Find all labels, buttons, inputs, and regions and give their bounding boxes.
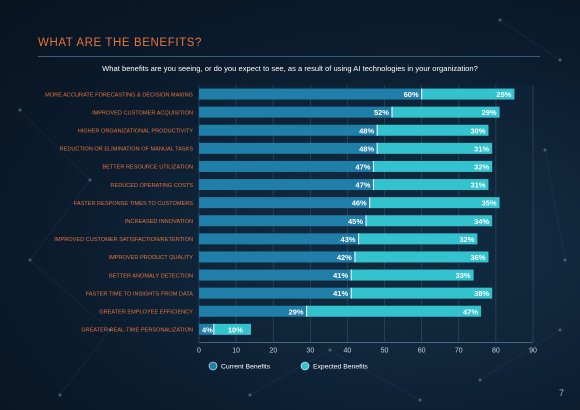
bar-expected bbox=[351, 269, 474, 281]
bar-current bbox=[199, 287, 352, 299]
legend-swatch-current bbox=[208, 361, 218, 371]
data-label-expected: 31% bbox=[470, 181, 485, 190]
category-label: BETTER RESOURCE UTILIZATION bbox=[102, 165, 193, 171]
legend-swatch-expected bbox=[300, 361, 310, 371]
x-tick-label: 80 bbox=[492, 347, 500, 354]
x-tick-label: 10 bbox=[232, 347, 240, 354]
bar-current bbox=[199, 124, 378, 136]
title-divider bbox=[38, 56, 540, 57]
data-label-expected: 29% bbox=[482, 108, 497, 117]
data-label-current: 60% bbox=[404, 90, 419, 99]
bar-current bbox=[199, 197, 370, 209]
data-label-current: 47% bbox=[355, 181, 370, 190]
bar-expected bbox=[377, 124, 489, 136]
bar-current bbox=[199, 215, 366, 227]
data-label-expected: 47% bbox=[463, 307, 478, 316]
data-label-expected: 34% bbox=[474, 217, 489, 226]
data-label-current: 41% bbox=[333, 271, 348, 280]
bar-expected bbox=[358, 233, 478, 245]
bar-expected bbox=[306, 305, 482, 317]
legend-label-current: Current Benefits bbox=[221, 364, 271, 371]
data-label-expected: 25% bbox=[496, 90, 511, 99]
data-label-current: 43% bbox=[341, 235, 356, 244]
legend-label-expected: Expected Benefits bbox=[313, 364, 368, 371]
plot-area bbox=[199, 85, 533, 343]
data-label-current: 48% bbox=[359, 126, 374, 135]
page-title: WHAT ARE THE BENEFITS? bbox=[38, 37, 203, 49]
category-label: IMPROVED PRODUCT QUALITY bbox=[109, 255, 194, 261]
category-label: FASTER TIME TO INSIGHTS FROM DATA bbox=[86, 291, 194, 297]
category-label: INCREASED INNOVATION bbox=[125, 219, 193, 225]
data-label-current: 46% bbox=[352, 199, 367, 208]
category-label: BETTER ANOMALY DETECTION bbox=[109, 273, 193, 279]
data-label-expected: 30% bbox=[470, 126, 485, 135]
data-label-expected: 35% bbox=[482, 199, 497, 208]
bar-expected bbox=[366, 215, 493, 227]
bar-expected bbox=[354, 251, 489, 263]
bar-current bbox=[199, 233, 359, 245]
data-label-expected: 33% bbox=[456, 271, 471, 280]
data-label-current: 41% bbox=[333, 289, 348, 298]
bar-expected bbox=[351, 287, 493, 299]
bar-expected bbox=[391, 106, 500, 118]
category-label: IMPROVED CUSTOMER SATISFACTION/RETENTION bbox=[54, 237, 193, 243]
category-label: REDUCTION OR ELIMINATION OF MANUAL TASKS bbox=[60, 147, 194, 153]
page-number: 7 bbox=[558, 388, 564, 398]
bar-current bbox=[199, 106, 392, 118]
category-label: FASTER RESPONSE TIMES TO CUSTOMERS bbox=[74, 201, 194, 207]
data-label-current: 45% bbox=[348, 217, 363, 226]
x-tick-label: 70 bbox=[455, 347, 463, 354]
data-label-current: 52% bbox=[374, 108, 389, 117]
bar-expected bbox=[373, 179, 489, 191]
x-tick-label: 60 bbox=[418, 347, 426, 354]
data-label-expected: 36% bbox=[470, 253, 485, 262]
x-tick-label: 40 bbox=[344, 347, 352, 354]
category-label: GREATER EMPLOYEE EFFICIENCY bbox=[99, 309, 193, 315]
bar-expected bbox=[373, 160, 493, 172]
data-label-expected: 38% bbox=[474, 289, 489, 298]
bar-current bbox=[199, 179, 374, 191]
bar-current bbox=[199, 88, 422, 100]
bar-expected bbox=[377, 142, 493, 154]
category-label: HIGHER ORGANIZATIONAL PRODUCTIVITY bbox=[78, 128, 194, 134]
bar-current bbox=[199, 269, 352, 281]
bar-current bbox=[199, 142, 378, 154]
data-label-current: 48% bbox=[359, 144, 374, 153]
category-label: MORE ACCURATE FORECASTING & DECISION MAK… bbox=[45, 92, 193, 98]
bar-expected bbox=[369, 197, 500, 209]
bar-current bbox=[199, 305, 307, 317]
chart-title: What benefits are you seeing, or do you … bbox=[102, 64, 478, 73]
data-label-expected: 10% bbox=[228, 325, 243, 334]
data-label-current: 47% bbox=[355, 162, 370, 171]
x-tick-label: 0 bbox=[197, 347, 201, 354]
x-tick-label: 20 bbox=[269, 347, 277, 354]
category-label: REDUCED OPERATING COSTS bbox=[110, 183, 193, 189]
x-tick-label: 90 bbox=[529, 347, 537, 354]
category-label: IMPROVED CUSTOMER ACQUISITION bbox=[92, 110, 193, 116]
bar-current bbox=[199, 251, 355, 263]
data-label-current: 29% bbox=[289, 307, 304, 316]
category-label: GREATER REAL-TIME PERSONALIZATION bbox=[81, 328, 193, 334]
bar-current bbox=[199, 323, 214, 335]
data-label-expected: 32% bbox=[474, 162, 489, 171]
x-tick-label: 50 bbox=[381, 347, 389, 354]
x-tick-label: 30 bbox=[306, 347, 314, 354]
data-label-current: 4% bbox=[202, 325, 213, 334]
bar-current bbox=[199, 160, 374, 172]
data-label-current: 42% bbox=[337, 253, 352, 262]
data-label-expected: 31% bbox=[474, 144, 489, 153]
bar-expected bbox=[421, 88, 515, 100]
bar-expected bbox=[213, 323, 251, 335]
data-label-expected: 32% bbox=[459, 235, 474, 244]
